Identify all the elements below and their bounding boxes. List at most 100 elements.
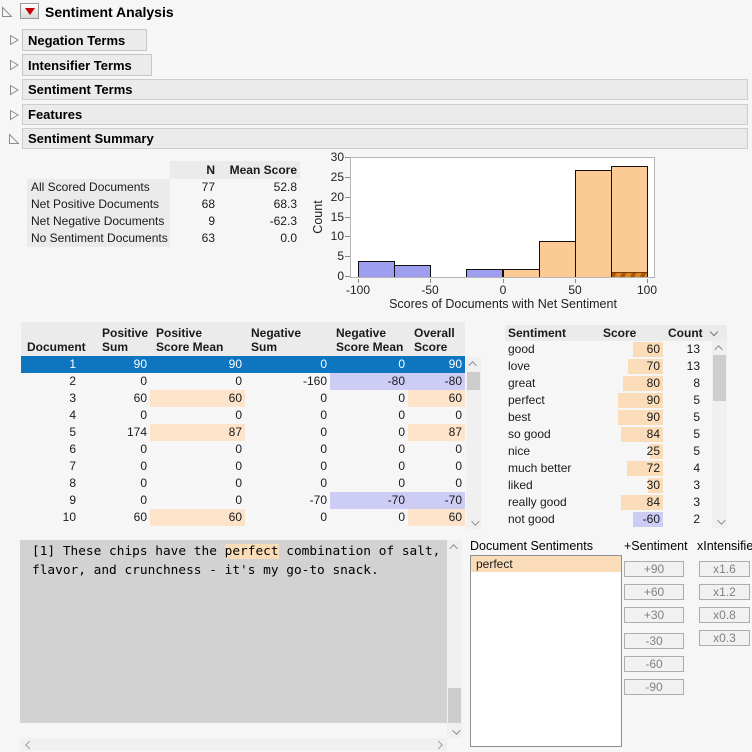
sentiment-adjust-button[interactable]: -60 [624,656,684,672]
document-table-row[interactable]: 8 0 0 0 0 0 [21,475,465,492]
histogram-bar[interactable] [611,166,648,277]
scroll-up-arrow[interactable] [447,541,462,553]
scroll-thumb[interactable] [467,372,480,390]
scroll-down-arrow[interactable] [466,516,481,528]
column-header[interactable]: Score [603,326,637,340]
sentiment-table-row[interactable]: really good 84 3 [505,494,727,511]
disclosure-closed-icon[interactable] [8,109,20,121]
scroll-right-arrow[interactable] [433,738,446,751]
disclosure-open-icon[interactable] [1,6,13,18]
column-header[interactable]: Document [27,340,86,354]
scroll-down-arrow[interactable] [447,725,462,737]
sentiment-table-row[interactable]: not good -60 2 [505,511,727,528]
sentiment-score-cell: 84 [600,426,665,443]
score-value: 60 [646,342,660,356]
sentiment-count-cell: 3 [693,478,700,492]
overall-score-cell: 0 [455,408,462,422]
negative-sum-cell: 0 [320,476,327,490]
y-axis-tick-mark [345,236,350,237]
scroll-thumb[interactable] [713,355,726,401]
sentiment-adjust-button[interactable]: +30 [624,607,684,623]
document-table-row[interactable]: 9 0 0 -70 -70 -70 [21,492,465,509]
sentiment-table-row[interactable]: great 80 8 [505,375,727,392]
negative-score-mean-cell: -70 [330,492,408,509]
adjustment-panel: +Sentiment xIntensifier +90 +60 +30 -30 -60 -… [624,539,752,709]
histogram-bar[interactable] [539,241,576,277]
document-text-viewer[interactable]: [1] These chips have the perfect combina… [20,540,447,723]
document-sentiment-item[interactable]: perfect [471,556,621,572]
outline-item-label: Negation Terms [28,32,126,48]
sentiment-table-row[interactable]: so good 84 5 [505,426,727,443]
intensifier-buttons-header: xIntensifier [697,539,752,553]
sentiment-table-row[interactable]: love 70 13 [505,358,727,375]
column-header[interactable]: Count [665,325,727,341]
sentiment-table-row[interactable]: nice 25 5 [505,443,727,460]
intensifier-adjust-button[interactable]: x0.3 [699,630,750,646]
y-axis-tick-label: 0 [337,269,344,283]
outline-item-sentiment-summary[interactable]: Sentiment Summary [22,128,748,149]
sentiment-adjust-button[interactable]: -90 [624,679,684,695]
positive-sum-cell: 90 [133,357,147,371]
document-table-row[interactable]: 4 0 0 0 0 0 [21,407,465,424]
scroll-up-arrow[interactable] [466,358,481,370]
outline-item-features[interactable]: Features [22,104,748,125]
column-header[interactable]: Sentiment [508,326,567,340]
document-table-row[interactable]: 2 0 0 -160 -80 -80 [21,373,465,390]
positive-sum-cell: 60 [133,391,147,405]
sentiment-table-scrollbar[interactable] [712,341,727,528]
histogram-selected-portion [612,272,647,277]
sentiment-adjust-button[interactable]: -30 [624,633,684,649]
document-table-row[interactable]: 6 0 0 0 0 0 [21,441,465,458]
sentiment-table-row[interactable]: much better 72 4 [505,460,727,477]
intensifier-adjust-button[interactable]: x1.2 [699,584,750,600]
sentiment-table-row[interactable]: perfect 90 5 [505,392,727,409]
negative-sum-cell: 0 [320,391,327,405]
column-header[interactable]: Positive Score Mean [156,326,224,354]
document-table-row[interactable]: 5 174 87 0 0 87 [21,424,465,441]
scroll-up-arrow[interactable] [712,342,727,354]
document-table-row[interactable]: 3 60 60 0 0 60 [21,390,465,407]
score-cell-bar [628,359,663,374]
summary-n-value: 9 [208,214,215,228]
sentiment-adjust-button[interactable]: +60 [624,584,684,600]
sentiment-adjust-button[interactable]: +90 [624,561,684,577]
document-table-scrollbar[interactable] [466,357,481,529]
disclosure-closed-icon[interactable] [8,84,20,96]
sentiment-count-cell: 13 [686,359,700,373]
histogram-bar[interactable] [466,269,503,277]
intensifier-adjust-button[interactable]: x0.8 [699,607,750,623]
red-triangle-menu-button[interactable] [20,3,39,19]
column-header[interactable]: Overall Score [414,326,455,354]
text-viewer-horizontal-scrollbar[interactable] [20,738,447,751]
outline-item-sentiment-terms[interactable]: Sentiment Terms [22,79,748,100]
scroll-down-arrow[interactable] [712,515,727,527]
scroll-left-arrow[interactable] [21,738,34,751]
document-table-row[interactable]: 7 0 0 0 0 0 [21,458,465,475]
outline-item-negation-terms[interactable]: Negation Terms [22,29,147,51]
highlighted-sentiment-term[interactable]: perfect [224,544,279,559]
disclosure-open-icon[interactable] [8,133,20,145]
outline-item-intensifier-terms[interactable]: Intensifier Terms [22,54,152,76]
document-sentiments-list[interactable]: perfect [470,555,622,747]
score-value: 90 [646,393,660,407]
column-header[interactable]: Negative Score Mean [336,326,404,354]
sentiment-table-row[interactable]: good 60 13 [505,341,727,358]
column-header[interactable]: Positive Sum [102,326,149,354]
outline-item-label: Sentiment Summary [28,131,154,146]
histogram-bar[interactable] [575,170,612,277]
disclosure-closed-icon[interactable] [8,59,20,71]
sentiment-table-row[interactable]: liked 30 3 [505,477,727,494]
histogram-bar[interactable] [503,269,540,277]
document-table-row[interactable]: 1 90 90 0 0 90 [21,356,465,373]
document-table-row[interactable]: 10 60 60 0 0 60 [21,509,465,526]
text-viewer-vertical-scrollbar[interactable] [447,540,462,738]
column-header[interactable]: Negative Sum [251,326,302,354]
histogram-plot-area[interactable] [350,157,655,278]
scroll-thumb[interactable] [448,688,461,723]
disclosure-closed-icon[interactable] [8,34,20,46]
sentiment-table-row[interactable]: best 90 5 [505,409,727,426]
histogram-bar[interactable] [358,261,395,277]
intensifier-adjust-button[interactable]: x1.6 [699,561,750,577]
histogram-bar[interactable] [394,265,431,277]
sentiment-count-cell: 4 [693,461,700,475]
